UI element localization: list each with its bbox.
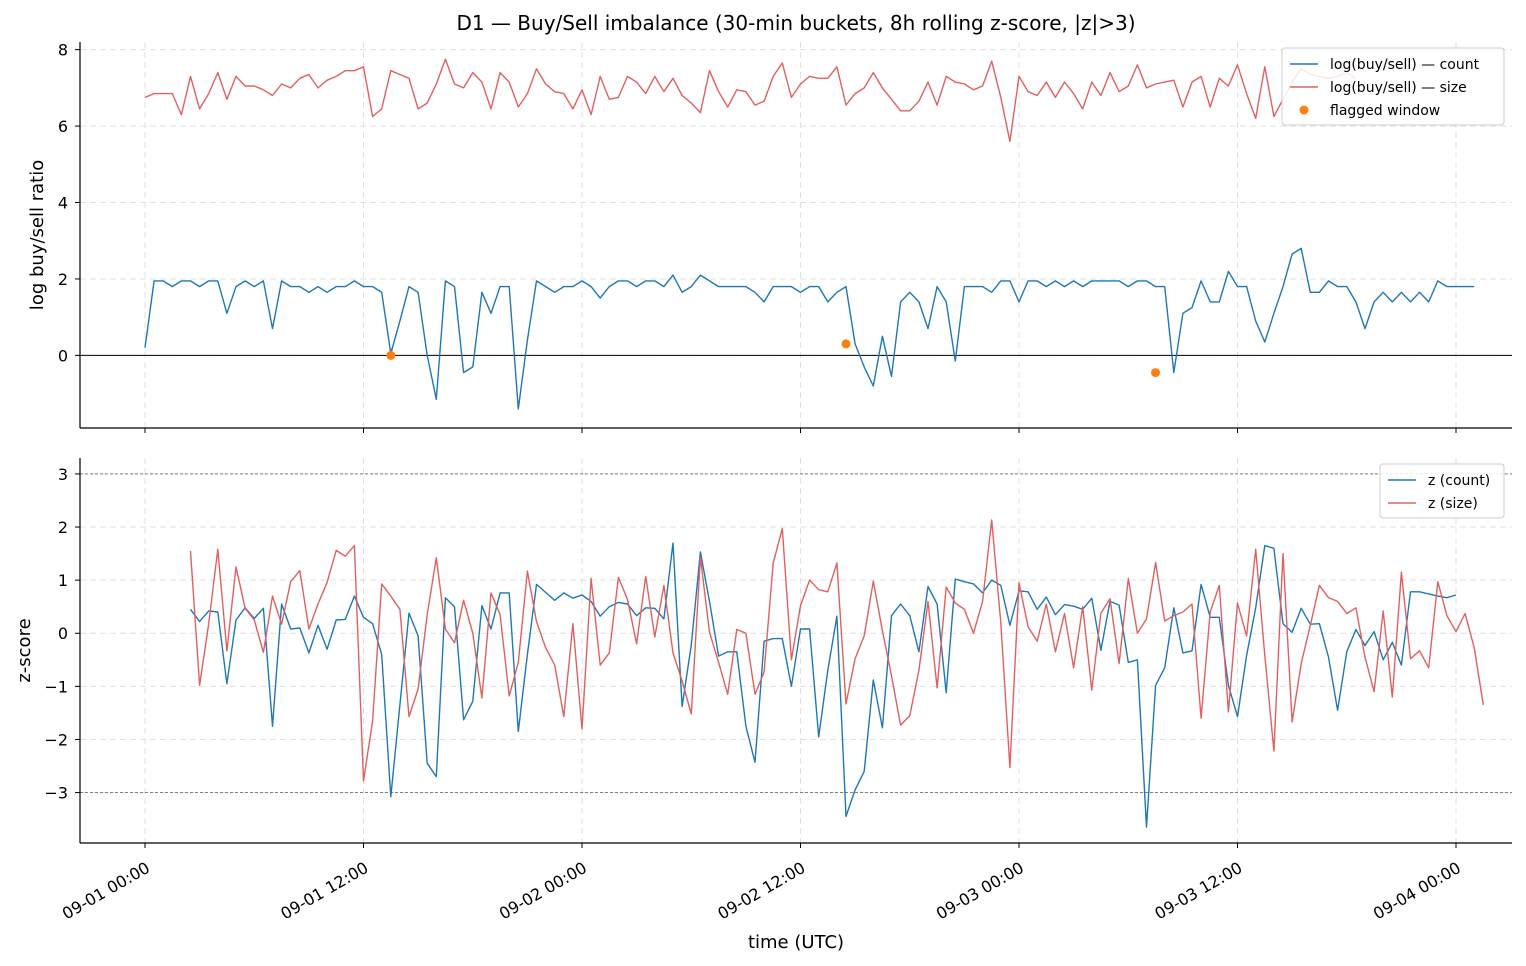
y-tick-label: −3 (44, 784, 68, 803)
top-panel: 0 2 4 6 8 log buy/sell ratio log(buy/sell) — c… (27, 41, 1512, 433)
series-line-count (144, 247, 1475, 410)
y-tick-label: 2 (58, 270, 68, 289)
y-tick-label: 6 (58, 117, 68, 136)
y-tick-label: −1 (44, 677, 68, 696)
series-line-size (189, 519, 1484, 782)
legend-label: flagged window (1330, 103, 1440, 119)
y-tick-label: 4 (58, 194, 68, 213)
legend-label: z (count) (1428, 473, 1490, 489)
legend-label: log(buy/sell) — size (1330, 80, 1467, 96)
y-axis-label: z-score (14, 618, 35, 682)
y-tick-label: 0 (58, 346, 68, 365)
flagged-point (1151, 368, 1161, 378)
series-line-size (144, 58, 1357, 143)
y-tick-label: 3 (58, 465, 68, 484)
bottom-panel: −3 −2 −1 0 1 2 3 09-01 00:00 09-01 12:00 09-02 00… (14, 458, 1512, 923)
y-tick-label: −2 (44, 730, 68, 749)
flagged-point (841, 339, 851, 349)
flagged-point (386, 350, 396, 360)
x-tick-label: 09-03 00:00 (933, 858, 1027, 923)
legend-box (1281, 47, 1505, 126)
x-tick-label: 09-02 00:00 (496, 858, 590, 923)
legend-box (1379, 463, 1505, 519)
legend-label: z (size) (1428, 496, 1478, 512)
y-tick-label: 1 (58, 571, 68, 590)
x-tick-label: 09-04 00:00 (1370, 858, 1464, 923)
legend: log(buy/sell) — count log(buy/sell) — siz… (1281, 47, 1505, 126)
legend-dot-swatch (1299, 105, 1309, 115)
x-axis-label: time (UTC) (748, 932, 844, 953)
series-line-count (189, 542, 1457, 828)
x-tick-label: 09-02 12:00 (714, 858, 808, 923)
y-tick-label: 2 (58, 518, 68, 537)
y-tick-label: 0 (58, 624, 68, 643)
legend: z (count) z (size) (1379, 463, 1505, 519)
legend-label: log(buy/sell) — count (1330, 57, 1480, 73)
x-tick-label: 09-01 00:00 (59, 858, 153, 923)
x-tick-label: 09-03 12:00 (1151, 858, 1245, 923)
y-axis-label: log buy/sell ratio (27, 160, 48, 310)
y-tick-label: 8 (58, 41, 68, 60)
chart-title: D1 — Buy/Sell imbalance (30-min buckets,… (456, 11, 1135, 35)
x-tick-label: 09-01 12:00 (277, 858, 371, 923)
